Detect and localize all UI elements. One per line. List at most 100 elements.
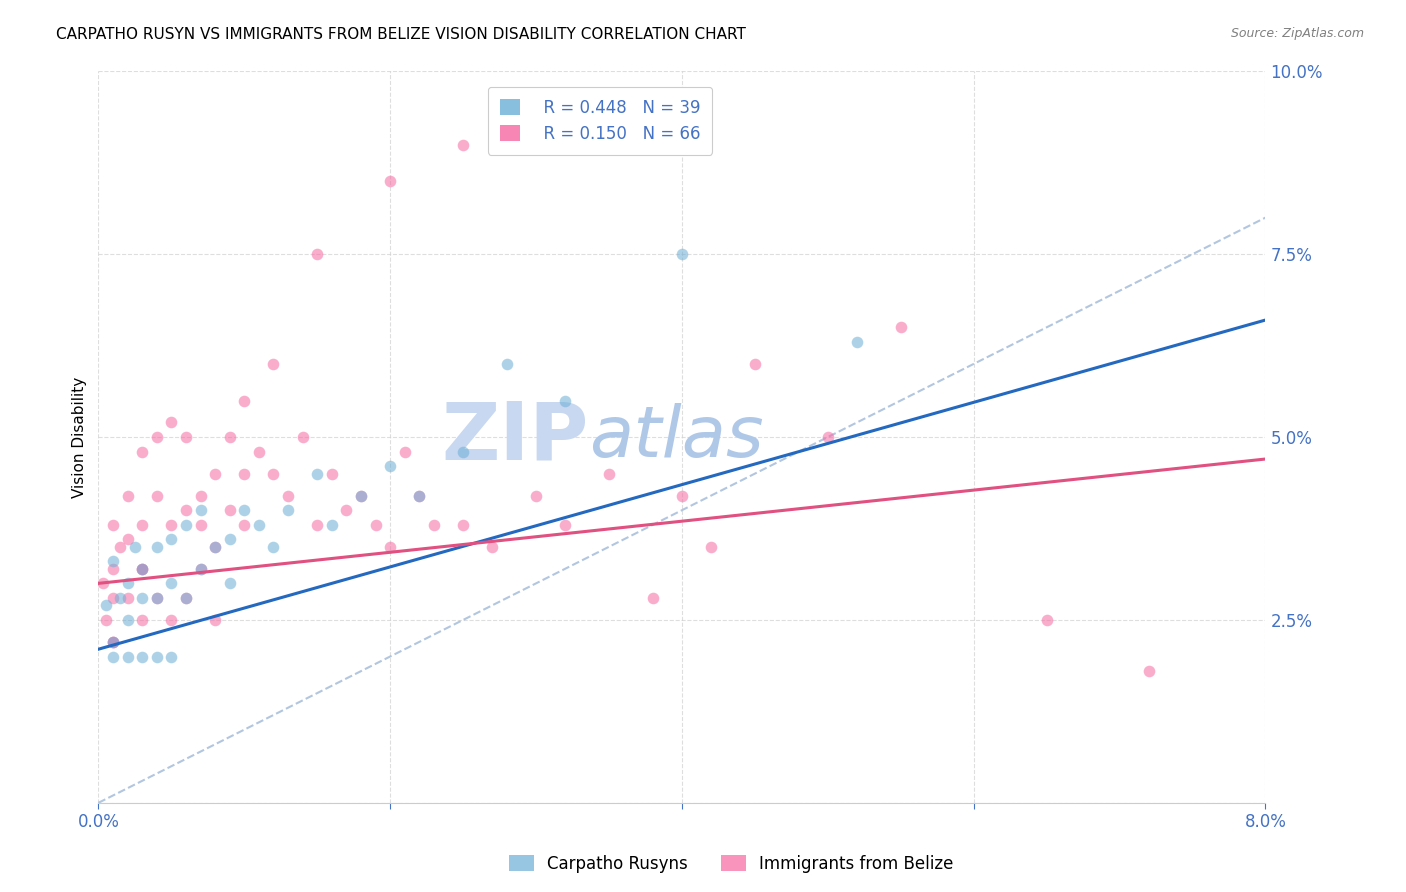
Point	[131, 649, 153, 664]
Point	[262, 357, 284, 371]
Point	[744, 357, 766, 371]
Point	[890, 320, 912, 334]
Point	[101, 635, 124, 649]
Text: CARPATHO RUSYN VS IMMIGRANTS FROM BELIZE VISION DISABILITY CORRELATION CHART: CARPATHO RUSYN VS IMMIGRANTS FROM BELIZE…	[56, 27, 747, 42]
Point	[380, 459, 402, 474]
Point	[204, 467, 226, 481]
Point	[524, 489, 547, 503]
Point	[174, 517, 197, 532]
Point	[160, 613, 183, 627]
Point	[124, 540, 146, 554]
Point	[101, 517, 124, 532]
Point	[380, 174, 402, 188]
Point	[233, 517, 256, 532]
Text: atlas: atlas	[589, 402, 763, 472]
Legend:   R = 0.448   N = 39,   R = 0.150   N = 66: R = 0.448 N = 39, R = 0.150 N = 66	[488, 87, 713, 154]
Point	[817, 430, 839, 444]
Point	[101, 635, 124, 649]
Point	[131, 562, 153, 576]
Point	[408, 489, 430, 503]
Point	[110, 540, 132, 554]
Point	[350, 489, 373, 503]
Point	[204, 540, 226, 554]
Legend: Carpatho Rusyns, Immigrants from Belize: Carpatho Rusyns, Immigrants from Belize	[502, 848, 960, 880]
Point	[247, 517, 270, 532]
Point	[117, 591, 139, 605]
Point	[101, 635, 124, 649]
Point	[174, 430, 197, 444]
Point	[671, 247, 693, 261]
Point	[262, 467, 284, 481]
Point	[146, 649, 169, 664]
Point	[291, 430, 314, 444]
Point	[190, 489, 212, 503]
Point	[364, 517, 387, 532]
Point	[131, 562, 153, 576]
Point	[101, 591, 124, 605]
Point	[554, 393, 576, 408]
Point	[1035, 613, 1057, 627]
Point	[496, 357, 519, 371]
Point	[146, 540, 169, 554]
Point	[117, 649, 139, 664]
Point	[101, 649, 124, 664]
Point	[233, 467, 256, 481]
Point	[117, 613, 139, 627]
Point	[204, 613, 226, 627]
Point	[423, 517, 446, 532]
Point	[671, 489, 693, 503]
Point	[174, 591, 197, 605]
Point	[451, 517, 474, 532]
Point	[146, 591, 169, 605]
Point	[94, 599, 117, 613]
Point	[204, 540, 226, 554]
Point	[307, 517, 329, 532]
Text: ZIP: ZIP	[441, 398, 589, 476]
Point	[641, 591, 664, 605]
Point	[131, 591, 153, 605]
Point	[277, 489, 299, 503]
Point	[190, 562, 212, 576]
Point	[700, 540, 723, 554]
Point	[394, 444, 416, 458]
Point	[94, 613, 117, 627]
Point	[117, 576, 139, 591]
Point	[218, 503, 240, 517]
Point	[335, 503, 357, 517]
Text: Source: ZipAtlas.com: Source: ZipAtlas.com	[1230, 27, 1364, 40]
Point	[233, 393, 256, 408]
Point	[160, 416, 183, 430]
Point	[174, 591, 197, 605]
Point	[321, 467, 343, 481]
Point	[131, 613, 153, 627]
Point	[307, 467, 329, 481]
Point	[117, 489, 139, 503]
Point	[131, 444, 153, 458]
Point	[845, 334, 868, 349]
Point	[160, 576, 183, 591]
Y-axis label: Vision Disability: Vision Disability	[72, 376, 87, 498]
Point	[1137, 664, 1160, 678]
Point	[117, 533, 139, 547]
Point	[247, 444, 270, 458]
Point	[174, 503, 197, 517]
Point	[481, 540, 503, 554]
Point	[262, 540, 284, 554]
Point	[190, 503, 212, 517]
Point	[110, 591, 132, 605]
Point	[190, 517, 212, 532]
Point	[190, 562, 212, 576]
Point	[321, 517, 343, 532]
Point	[277, 503, 299, 517]
Point	[218, 533, 240, 547]
Point	[598, 467, 620, 481]
Point	[91, 576, 114, 591]
Point	[101, 554, 124, 568]
Point	[131, 517, 153, 532]
Point	[307, 247, 329, 261]
Point	[408, 489, 430, 503]
Point	[146, 591, 169, 605]
Point	[380, 540, 402, 554]
Point	[218, 430, 240, 444]
Point	[146, 430, 169, 444]
